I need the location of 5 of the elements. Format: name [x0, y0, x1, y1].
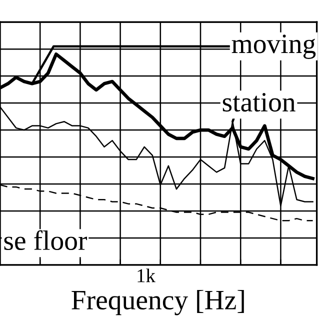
text: 1k [138, 268, 156, 282]
x-axis-title: Frequency [Hz] [72, 290, 244, 316]
series-label: station [222, 92, 296, 112]
text: moving [232, 34, 316, 59]
series-label: se floor [4, 230, 88, 250]
